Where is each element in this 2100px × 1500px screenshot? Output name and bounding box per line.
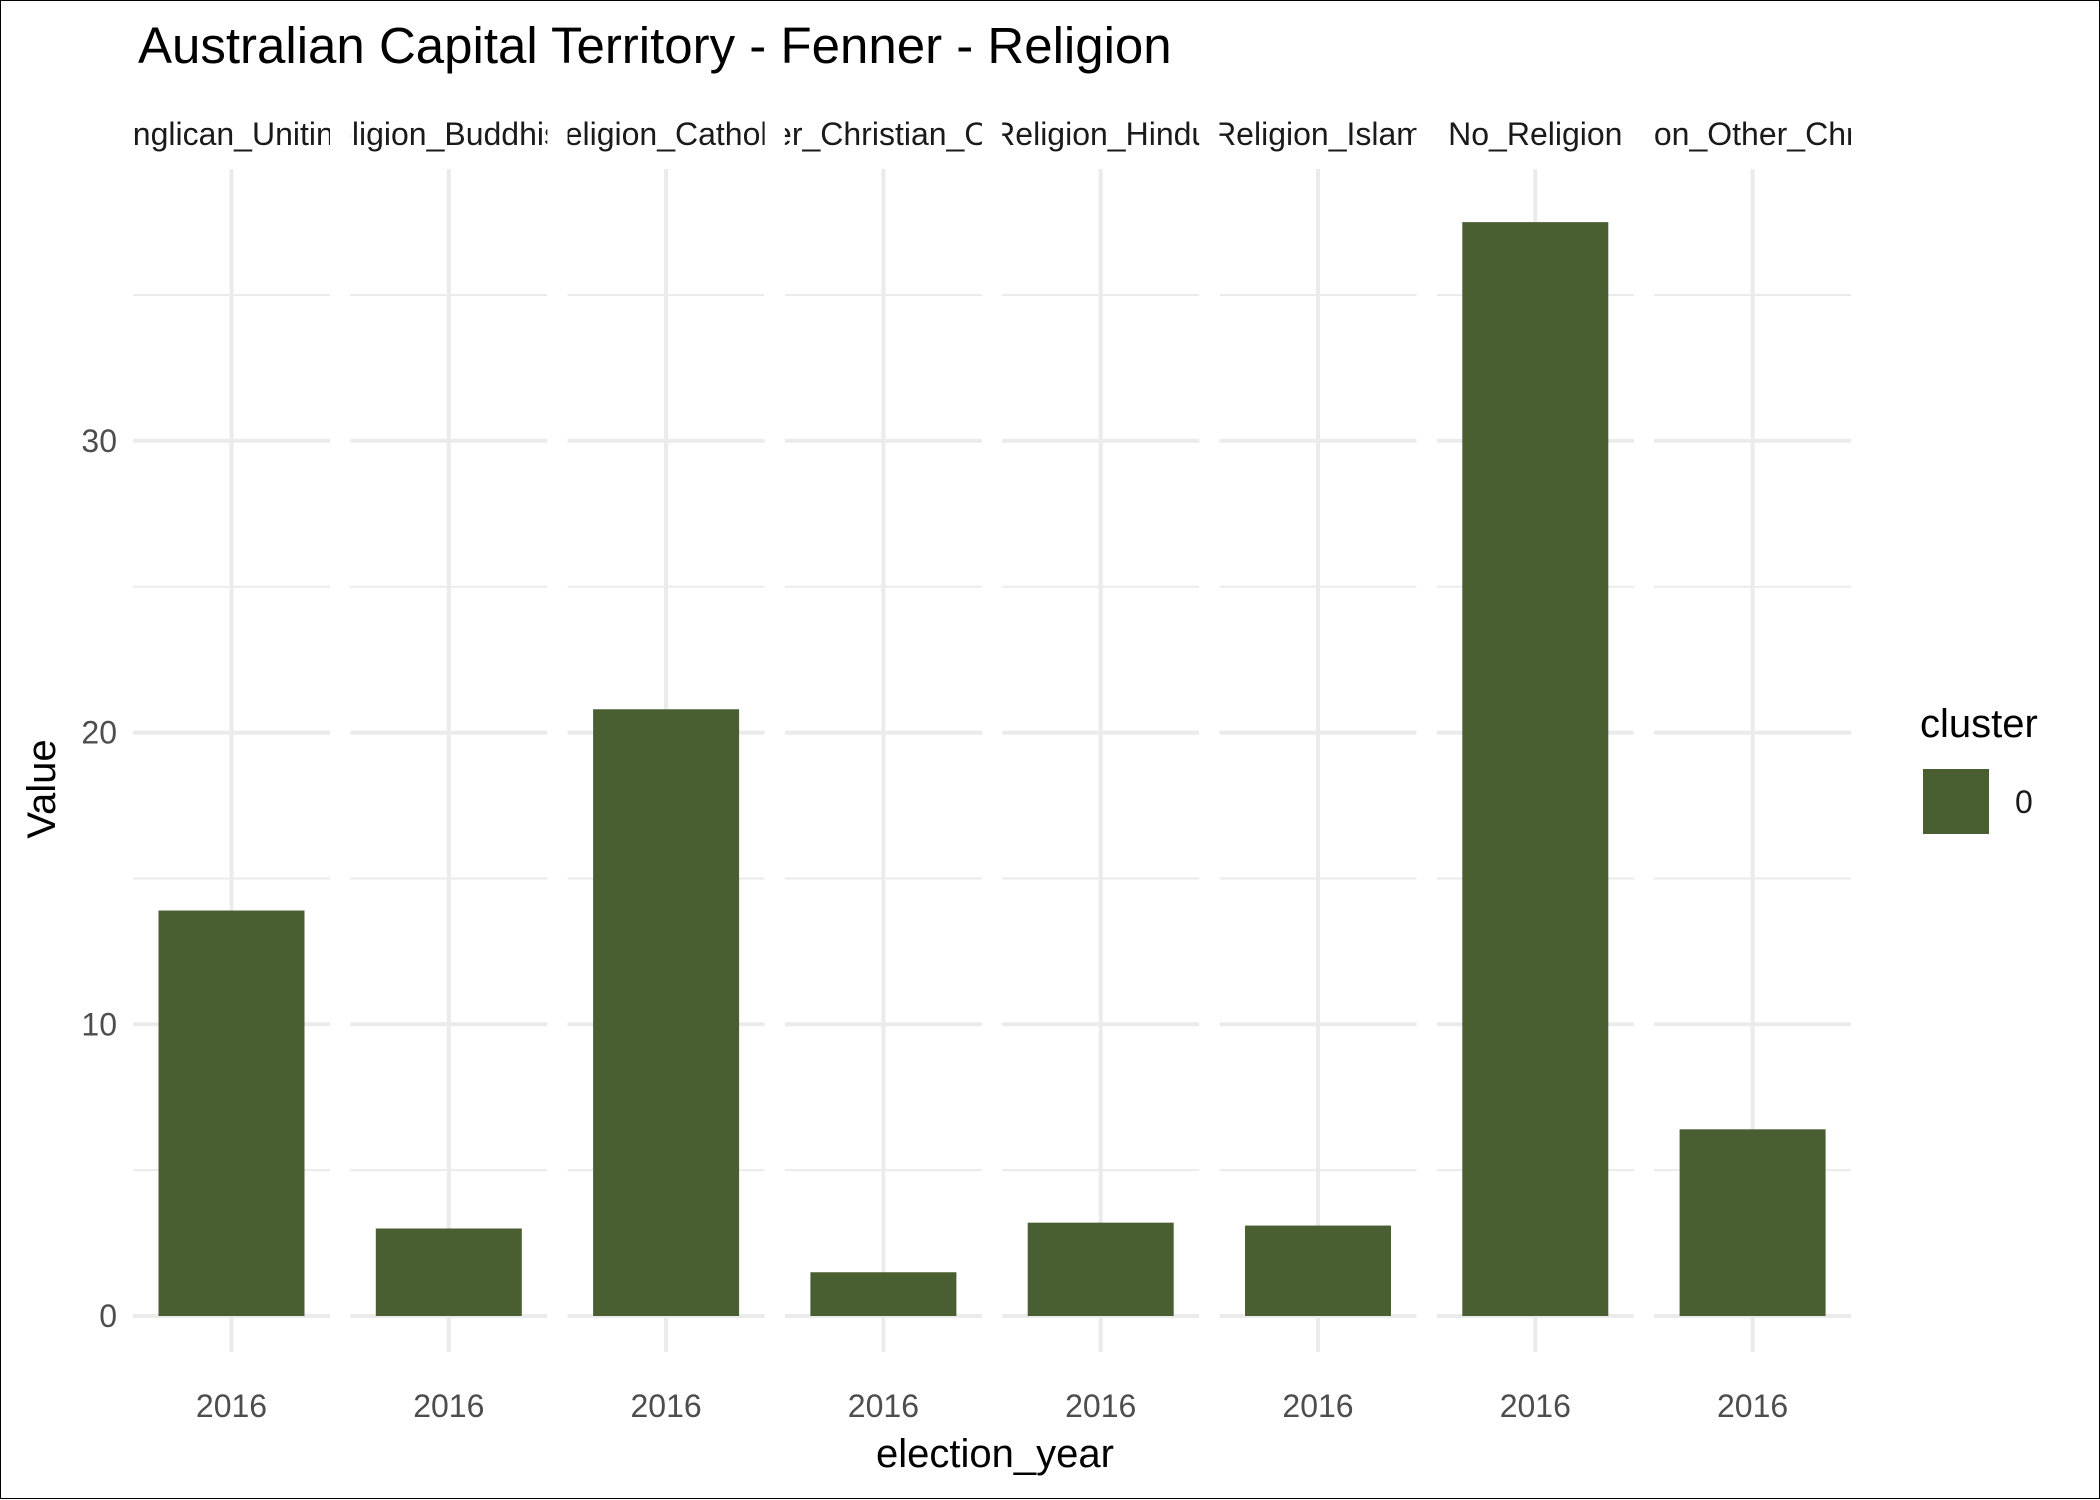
bar-other-christian-other [810, 1272, 957, 1316]
y-tick-label: 0 [99, 1298, 117, 1334]
facet-strip-label: Anglican_Uniting [111, 116, 351, 152]
y-axis-ticks: 0 10 20 30 [81, 423, 117, 1334]
bar-religion-other-christian [1679, 1129, 1826, 1316]
x-axis-ticks: 2016 2016 2016 2016 2016 2016 2016 2016 [196, 1388, 1788, 1424]
facet-strip-label: Other_Christian_Other [722, 116, 1044, 152]
facet-strip-label: Religion_Other_Christian [1574, 116, 1932, 152]
y-axis-title: Value [20, 739, 64, 838]
bars [158, 222, 1826, 1316]
x-tick-label: 2016 [196, 1388, 267, 1424]
bar-religion-catholic [593, 709, 740, 1316]
legend: cluster 0 [1920, 702, 2038, 834]
bar-no-religion [1462, 222, 1609, 1316]
legend-key-cluster-0 [1923, 769, 1989, 834]
facet-strip-label: Religion_Islam [1213, 116, 1423, 152]
x-tick-label: 2016 [1717, 1388, 1788, 1424]
x-tick-label: 2016 [1500, 1388, 1571, 1424]
legend-label-cluster-0: 0 [2015, 784, 2033, 820]
facet-strip-label: Religion_Buddhism [311, 116, 587, 152]
y-tick-label: 10 [81, 1006, 117, 1042]
bar-religion-islam [1245, 1225, 1391, 1316]
bar-religion-hindu [1027, 1222, 1174, 1316]
x-tick-label: 2016 [848, 1388, 919, 1424]
facet-strip-label: Religion_Hindu [992, 116, 1209, 152]
y-tick-label: 30 [81, 423, 117, 459]
facet-strip-label: Religion_Catholic [542, 116, 791, 152]
x-tick-label: 2016 [413, 1388, 484, 1424]
chart-title: Australian Capital Territory - Fenner - … [138, 17, 1172, 74]
bar-religion-buddhism [375, 1228, 522, 1316]
facet-strip-label: No_Religion [1448, 116, 1622, 152]
x-axis-title: election_year [876, 1432, 1114, 1476]
facet-strips: Anglican_UnitingReligion_BuddhismReligio… [111, 116, 1932, 152]
bar-anglican-uniting [158, 910, 305, 1316]
x-tick-label: 2016 [1065, 1388, 1136, 1424]
x-tick-label: 2016 [1282, 1388, 1353, 1424]
x-tick-label: 2016 [631, 1388, 702, 1424]
legend-title: cluster [1920, 702, 2038, 746]
y-tick-label: 20 [81, 715, 117, 751]
